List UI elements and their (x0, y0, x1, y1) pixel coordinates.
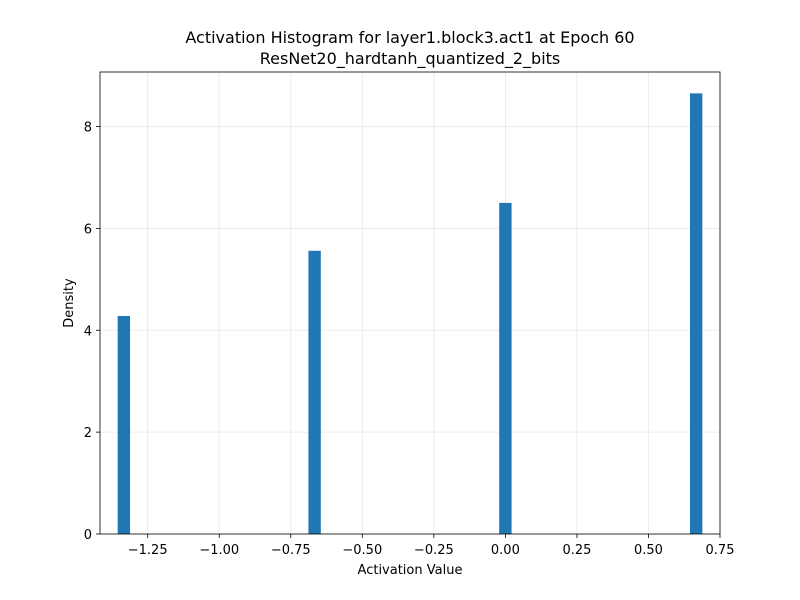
histogram-bar (117, 315, 131, 534)
chart-title: Activation Histogram for layer1.block3.a… (185, 28, 634, 47)
x-axis-label: Activation Value (358, 563, 463, 578)
x-tick-label: 0.50 (634, 543, 663, 558)
x-axis-ticks: −1.25 −1.00 −0.75 −0.50 −0.25 0.00 0.25 0.50 0.7… (128, 534, 735, 558)
y-tick-label: 0 (84, 528, 92, 543)
y-tick-label: 6 (84, 222, 92, 237)
histogram-bar (689, 93, 703, 534)
y-tick-label: 4 (84, 324, 92, 339)
plot-frame (99, 71, 721, 535)
y-tick-label: 8 (84, 121, 92, 136)
x-tick-label: −1.00 (199, 543, 239, 558)
y-axis-label: Density (62, 278, 77, 328)
x-tick-label: −1.25 (128, 543, 168, 558)
histogram-bar (499, 202, 512, 534)
x-tick-label: −0.50 (342, 543, 382, 558)
x-tick-label: 0.75 (706, 543, 735, 558)
y-tick-label: 2 (84, 426, 92, 441)
histogram-bar (308, 250, 321, 534)
x-tick-label: 0.00 (491, 543, 520, 558)
x-tick-label: −0.25 (414, 543, 454, 558)
x-tick-label: −0.75 (271, 543, 311, 558)
x-tick-label: 0.25 (562, 543, 591, 558)
chart-subtitle: ResNet20_hardtanh_quantized_2_bits (260, 49, 561, 69)
y-axis-ticks: 0 2 4 6 8 (84, 121, 100, 543)
bars (117, 93, 703, 534)
